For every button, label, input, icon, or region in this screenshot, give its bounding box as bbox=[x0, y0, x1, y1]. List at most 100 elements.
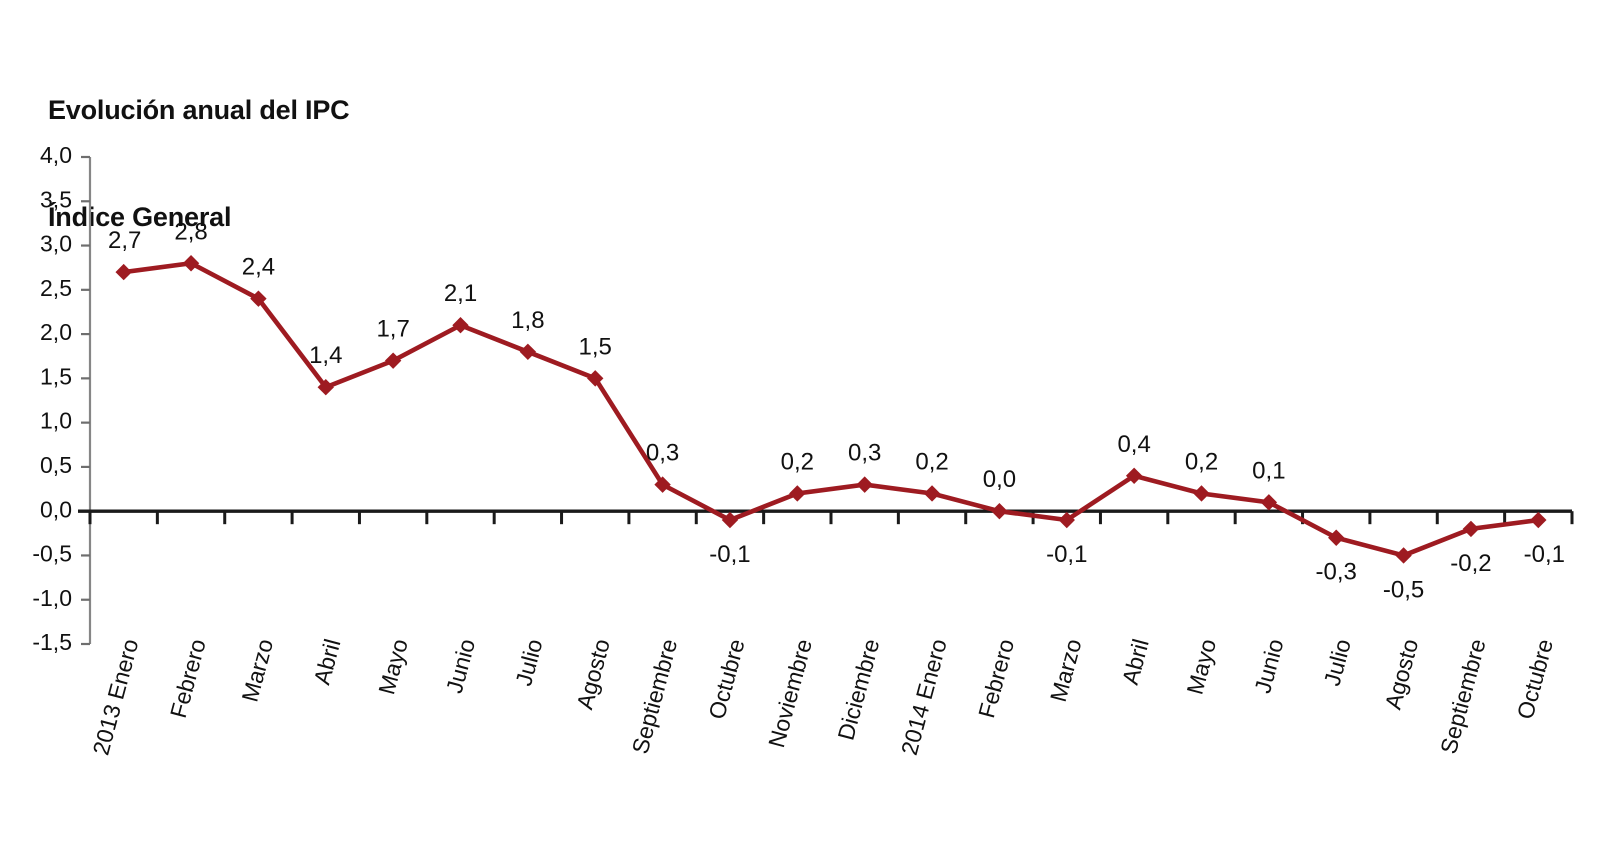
data-point-value-label: -0,1 bbox=[1046, 541, 1087, 568]
x-axis-category-label: Agosto bbox=[571, 636, 615, 712]
x-axis-category-label-text: Septiembre bbox=[627, 636, 683, 756]
data-point-value-label: 1,4 bbox=[309, 342, 342, 369]
data-point-marker[interactable] bbox=[182, 255, 200, 272]
y-axis-tick-label: 2,0 bbox=[40, 319, 72, 345]
x-axis bbox=[78, 509, 1574, 525]
data-point-value-label: -0,2 bbox=[1450, 550, 1491, 577]
x-axis-category-label: Octubre bbox=[703, 636, 749, 722]
data-point-marker[interactable] bbox=[721, 511, 739, 529]
data-point-marker[interactable] bbox=[856, 476, 873, 493]
page-title: Evolución anual del IPC Índice General bbox=[48, 22, 350, 307]
x-axis-category-label: 2014 Enero bbox=[896, 636, 952, 758]
y-axis-tick-label: 0,0 bbox=[40, 496, 72, 522]
data-point-value-label: -0,1 bbox=[1524, 541, 1565, 568]
x-axis-category-label: Julio bbox=[510, 636, 547, 688]
data-point-value-label: 0,2 bbox=[915, 448, 948, 475]
x-axis-category-label-text: Junio bbox=[1249, 636, 1288, 696]
data-point-marker[interactable] bbox=[1193, 485, 1210, 502]
data-point-marker[interactable] bbox=[923, 485, 941, 502]
y-axis-tick-label: 1,0 bbox=[40, 408, 72, 434]
data-point-value-label: 2,7 bbox=[108, 227, 141, 254]
x-axis-category-label-text: Agosto bbox=[571, 636, 615, 712]
x-axis-category-label-text: Julio bbox=[510, 636, 547, 688]
data-point-value-label: 2,1 bbox=[444, 280, 477, 307]
x-axis-category-label-text: Abril bbox=[1117, 636, 1154, 687]
data-point-value-label: 0,4 bbox=[1117, 431, 1150, 458]
x-axis-category-label: Noviembre bbox=[763, 636, 817, 750]
y-axis-tick-label: 1,5 bbox=[40, 363, 72, 389]
data-point-marker[interactable] bbox=[1058, 511, 1075, 529]
x-axis-category-label-text: 2014 Enero bbox=[896, 636, 952, 758]
data-point-value-label: 1,7 bbox=[376, 316, 409, 343]
x-axis-category-label-text: Febrero bbox=[165, 636, 211, 721]
data-point-marker[interactable] bbox=[789, 485, 806, 502]
data-point-value-label: 0,1 bbox=[1252, 457, 1285, 484]
x-axis-category-label: Mayo bbox=[373, 636, 413, 697]
x-axis-category-label-text: Mayo bbox=[1182, 636, 1222, 697]
x-axis-category-label-text: Diciembre bbox=[832, 636, 884, 743]
x-axis-category-label-text: 2013 Enero bbox=[87, 636, 143, 758]
data-point-value-label: 0,3 bbox=[646, 440, 679, 467]
x-axis-category-label: Marzo bbox=[236, 636, 278, 704]
data-point-marker[interactable] bbox=[317, 379, 334, 396]
page-title-line-2: Índice General bbox=[48, 202, 232, 233]
data-point-marker[interactable] bbox=[250, 290, 267, 307]
data-point-marker[interactable] bbox=[1530, 511, 1547, 529]
y-axis-tick-label: 4,0 bbox=[40, 142, 72, 168]
x-axis-category-label: Junio bbox=[441, 636, 480, 696]
data-point-marker[interactable] bbox=[1395, 547, 1412, 564]
y-axis-tick-label: -0,5 bbox=[32, 541, 72, 567]
x-axis-category-label: Marzo bbox=[1045, 636, 1087, 704]
x-axis-category-label-text: Octubre bbox=[1512, 636, 1558, 722]
x-axis-category-label: Junio bbox=[1249, 636, 1288, 696]
data-point-marker[interactable] bbox=[519, 343, 537, 360]
x-axis-category-label: Mayo bbox=[1182, 636, 1222, 697]
x-axis-category-label-text: Octubre bbox=[703, 636, 749, 722]
x-axis-category-label: Abril bbox=[308, 636, 345, 687]
data-point-markers bbox=[115, 255, 1547, 564]
data-point-marker[interactable] bbox=[654, 476, 671, 493]
data-point-marker[interactable] bbox=[115, 263, 132, 281]
data-point-value-label: 2,8 bbox=[174, 218, 207, 245]
x-axis-category-label: Febrero bbox=[973, 636, 1019, 721]
data-point-marker[interactable] bbox=[991, 502, 1008, 520]
x-axis-category-label-text: Junio bbox=[441, 636, 480, 696]
y-axis-tick-label: 3,0 bbox=[40, 231, 72, 257]
data-point-marker[interactable] bbox=[1125, 467, 1143, 484]
x-axis-category-label-text: Marzo bbox=[1045, 636, 1087, 704]
x-axis-category-label: Abril bbox=[1117, 636, 1154, 687]
x-axis-category-label-text: Julio bbox=[1319, 636, 1356, 688]
data-point-value-label: 0,3 bbox=[848, 440, 881, 467]
data-point-marker[interactable] bbox=[1462, 520, 1480, 538]
data-value-labels: 2,7 2,8 2,4 1,4 1,7 2,1 1,8 1,5 0,3 -0,1 0,2 0,3 0,2… bbox=[108, 218, 1565, 603]
data-point-value-label: 0,2 bbox=[781, 448, 814, 475]
x-axis-category-label: Septiembre bbox=[1435, 636, 1491, 756]
y-axis-tick-label: 0,5 bbox=[40, 452, 72, 478]
data-point-marker[interactable] bbox=[1328, 529, 1345, 546]
y-axis-tick-label: 3,5 bbox=[40, 186, 72, 212]
x-axis-category-label: Julio bbox=[1319, 636, 1356, 688]
x-axis-category-label: Agosto bbox=[1380, 636, 1424, 712]
data-point-marker[interactable] bbox=[384, 352, 402, 369]
x-axis-category-label-text: Abril bbox=[308, 636, 345, 687]
data-point-marker[interactable] bbox=[452, 317, 469, 334]
data-point-value-label: -0,1 bbox=[709, 541, 750, 568]
data-point-value-label: 2,4 bbox=[242, 254, 275, 281]
y-axis-tick-label: -1,0 bbox=[32, 585, 72, 611]
data-point-value-label: 0,0 bbox=[983, 466, 1016, 493]
data-point-marker[interactable] bbox=[587, 370, 604, 387]
y-axis-tick-label: -1,5 bbox=[32, 629, 72, 655]
x-axis-category-label-text: Septiembre bbox=[1435, 636, 1491, 756]
x-axis-category-label-text: Agosto bbox=[1380, 636, 1424, 712]
x-axis-category-label: Septiembre bbox=[627, 636, 683, 756]
x-axis-category-label: Diciembre bbox=[832, 636, 884, 743]
x-axis-category-label-text: Marzo bbox=[236, 636, 278, 704]
x-axis-category-label: 2013 Enero bbox=[87, 636, 143, 758]
x-axis-category-label: Octubre bbox=[1512, 636, 1558, 722]
x-axis-category-label-text: Febrero bbox=[973, 636, 1019, 721]
series-line-path bbox=[123, 260, 1539, 558]
data-point-marker[interactable] bbox=[1260, 494, 1278, 511]
y-axis-tick-label: 2,5 bbox=[40, 275, 72, 301]
